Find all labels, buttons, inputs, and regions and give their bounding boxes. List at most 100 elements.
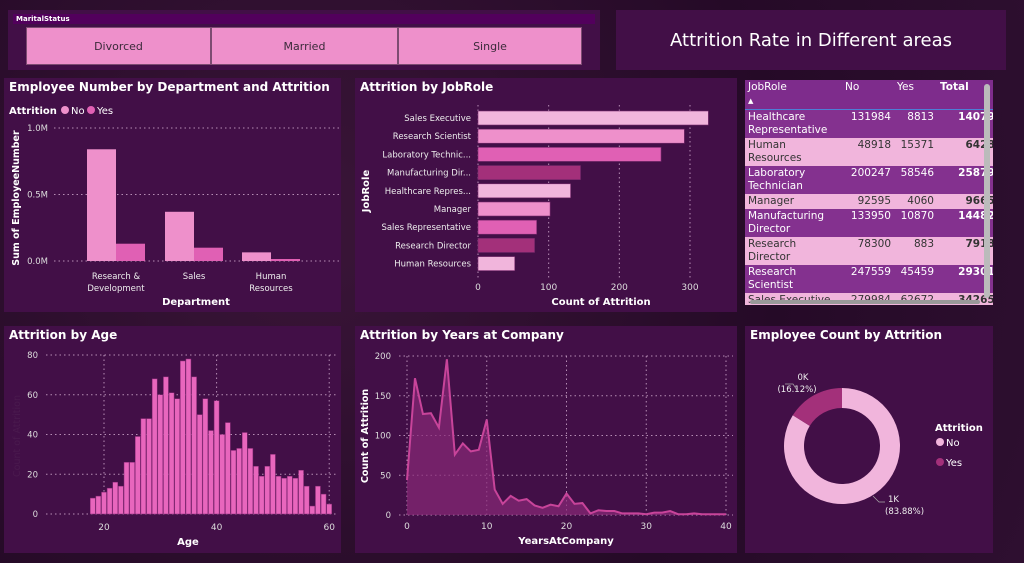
table-row[interactable]: Research Scientist24755945459293018: [745, 265, 993, 293]
legend-label: Yes: [945, 458, 962, 469]
y-tick-label: 100: [375, 432, 391, 442]
bar: [477, 201, 551, 217]
column-header-total[interactable]: Total: [937, 80, 993, 110]
table-row[interactable]: Human Resources489181537164289: [745, 138, 993, 166]
y-tick-label: 20: [27, 470, 38, 480]
bar: [230, 450, 237, 515]
age-chart-panel: Attrition by Age 0 20 40 60 80 20 40 60 Age Count…: [4, 326, 341, 553]
x-tick-label: Sales: [183, 272, 206, 282]
cell-jobrole: Manager: [745, 194, 842, 209]
x-tick-label: 200: [611, 283, 628, 293]
bar: [213, 400, 220, 515]
x-axis-title: Age: [177, 537, 199, 548]
table-vertical-scrollbar[interactable]: [984, 84, 990, 298]
legend-label: Yes: [96, 106, 113, 117]
donut-chart-panel: Employee Count by Attrition 0K (16.12%) 1K…: [745, 326, 993, 553]
y-tick-label: Sales Representative: [381, 223, 471, 233]
y-tick-label: 1.0M: [27, 124, 48, 134]
column-header-no[interactable]: No: [842, 80, 894, 110]
y-axis-title: Sum of EmployeeNumber: [11, 130, 22, 266]
donut-slice-no: [784, 388, 900, 504]
y-tick-label: Manager: [434, 205, 472, 215]
bar: [477, 147, 662, 162]
table-horizontal-scrollbar[interactable]: [750, 300, 980, 304]
legend-label: No: [71, 106, 85, 117]
bar: [270, 454, 276, 515]
x-tick-label: Human: [256, 272, 287, 282]
y-tick-label: 0: [386, 511, 391, 521]
table-row[interactable]: Healthcare Representative131984881314079…: [745, 109, 993, 138]
table-row[interactable]: Manager92595406096655: [745, 194, 993, 209]
bar: [180, 360, 186, 515]
x-tick-label: 40: [720, 522, 732, 532]
chart-title: Employee Count by Attrition: [750, 328, 942, 342]
slicer-option-married[interactable]: Married: [211, 27, 398, 65]
cell-yes: 10870: [894, 209, 937, 237]
jobrole-chart-panel: Attrition by JobRole 0 100 200 300 Sales Exe…: [355, 78, 737, 312]
y-tick-label: Laboratory Technic...: [382, 150, 471, 160]
table-row[interactable]: Laboratory Technician20024758546258793: [745, 166, 993, 194]
bar: [174, 398, 180, 515]
legend-label: No: [946, 438, 960, 449]
x-tick-label: 100: [540, 283, 557, 293]
slicer-option-single[interactable]: Single: [398, 27, 582, 65]
y-tick-label: 60: [27, 391, 38, 401]
slice-label: 1K: [888, 495, 899, 505]
table-row[interactable]: Research Director7830088379183: [745, 237, 993, 265]
bar: [151, 378, 158, 515]
x-axis-title: Department: [162, 297, 230, 308]
cell-jobrole: Healthcare Representative: [745, 109, 842, 138]
cell-no: 133950: [842, 209, 894, 237]
jobrole-matrix-table: JobRole ▲ No Yes Total Healthcare Represe…: [745, 80, 993, 305]
bar: [225, 422, 231, 515]
bar: [477, 110, 709, 126]
slicer-option-divorced[interactable]: Divorced: [26, 27, 211, 65]
x-tick-label: 20: [561, 522, 573, 532]
y-axis-title: JobRole: [361, 170, 372, 214]
bar: [123, 462, 130, 515]
cell-no: 48918: [842, 138, 894, 166]
dashboard-title: Attrition Rate in Different areas: [616, 10, 1006, 70]
legend-title: Attrition: [9, 106, 57, 117]
bar: [477, 219, 537, 235]
bar: [477, 238, 535, 253]
legend-marker: [61, 106, 69, 114]
bar: [106, 487, 113, 515]
age-histogram-chart: 0 20 40 60 80 20 40 60 Age Count of Attrition: [12, 351, 337, 548]
bar: [95, 495, 102, 515]
cell-no: 247559: [842, 265, 894, 293]
attrition-donut-chart: 0K (16.12%) 1K (83.88%) Attrition No Yes: [777, 373, 983, 517]
bar: [258, 475, 265, 515]
bar-no: [87, 149, 116, 261]
bar: [287, 475, 293, 515]
legend-marker: [87, 106, 95, 114]
legend-marker: [936, 458, 944, 466]
column-header-yes[interactable]: Yes: [894, 80, 937, 110]
bar: [196, 414, 203, 515]
column-header-jobrole[interactable]: JobRole ▲: [745, 80, 842, 110]
department-chart-panel: Employee Number by Department and Attrit…: [4, 78, 341, 312]
bar: [146, 418, 152, 515]
y-tick-label: 150: [375, 392, 391, 402]
cell-yes: 15371: [894, 138, 937, 166]
table-row[interactable]: Manufacturing Director13395010870144820: [745, 209, 993, 237]
y-tick-label: 0.0M: [27, 257, 48, 267]
label-leader: [872, 495, 885, 503]
y-tick-label: 50: [380, 471, 391, 481]
donut-slice-yes: [792, 388, 842, 426]
bar: [101, 491, 107, 515]
cell-no: 131984: [842, 109, 894, 138]
bar: [140, 418, 147, 515]
bar: [202, 398, 209, 515]
jobrole-bar-chart: 0 100 200 300 Sales Executive Research Scient…: [361, 105, 709, 308]
cell-no: 200247: [842, 166, 894, 194]
cell-yes: 883: [894, 237, 937, 265]
x-tick-label: Development: [87, 284, 145, 294]
y-axis-title: Count of Attrition: [12, 395, 23, 477]
x-axis-title: Count of Attrition: [551, 297, 650, 308]
legend-title: Attrition: [935, 423, 983, 434]
cell-total: 64289: [937, 138, 993, 166]
bar: [236, 448, 242, 515]
bar-yes: [271, 259, 300, 261]
x-axis-title: YearsAtCompany: [517, 536, 614, 547]
